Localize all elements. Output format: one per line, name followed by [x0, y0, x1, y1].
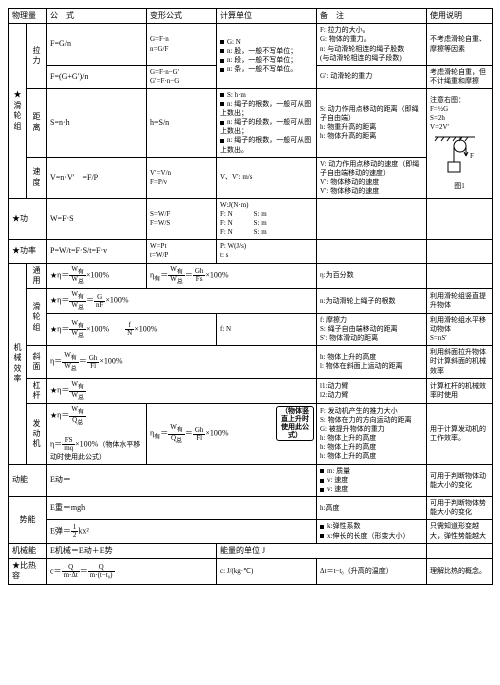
unit-speed: V、V′: m/s — [217, 157, 317, 198]
f2-eff-general: η有＝W有W总＝GhFs×100% — [147, 263, 317, 289]
label-potential: 势能 — [9, 497, 47, 543]
label-eff-general: 通用 — [27, 263, 47, 289]
note-eff-pulley1: n:为动滑轮上绳子的根数 — [317, 289, 427, 314]
use-eff-lever: 计算杠杆的机械效率时使用 — [427, 378, 493, 404]
note-grav: h:高度 — [317, 497, 427, 520]
header-row: 物理量 公 式 变形公式 计算单位 备 注 使用说明 — [9, 9, 493, 24]
note-eff-pulley2: f: 摩擦力 S: 绳子自由端移动的距离 S′: 物体滑动的距离 — [317, 314, 427, 346]
f-grav: E重＝mgh — [47, 497, 317, 520]
use-eff-pulley2: 利用滑轮组水平移动物体 S=nS′ — [427, 314, 493, 346]
physics-formula-table: 物理量 公 式 变形公式 计算单位 备 注 使用说明 ★滑轮组 拉力 F=G/n… — [8, 8, 493, 585]
var-pull1: G=F·n n=G/F — [147, 24, 217, 65]
note-heat: Δt＝t−t₀（升高的温度） — [317, 559, 427, 585]
pulley-diagram-icon: F — [430, 132, 478, 182]
label-speed: 速度 — [27, 157, 47, 198]
h-variant: 变形公式 — [147, 9, 217, 24]
f-kinetic: E动＝ — [47, 465, 317, 497]
f-work: W=F·S — [47, 198, 147, 239]
use-kinetic: 可用于判断物体动能大小的变化 — [427, 465, 493, 497]
f-power: P=W/t=F·S/t=F·v — [47, 240, 147, 263]
label-eff-incline: 斜面 — [27, 346, 47, 378]
label-mech: 机械能 — [9, 543, 47, 558]
note-eff-lever: l1:动力臂 l2:动力臂 — [317, 378, 427, 404]
note-pull2: G′: 动滑轮的重力 — [317, 65, 427, 88]
f-heat: c＝Qm·Δt＝Qm·(t−t₀) — [47, 559, 217, 585]
label-eff-engine: 发动机 — [27, 404, 47, 465]
note-dist: S: 动力作用点移动的距离（即绳子自由端） h: 物重升高的距离 h: 物体升高… — [317, 88, 427, 157]
f-pull2: F=(G+G′)/n — [47, 65, 147, 88]
f-eff-pulley2: η＝W有W总×100% fN×100% — [47, 314, 217, 346]
label-work: ★功 — [9, 198, 47, 239]
label-eff-lever: 杠杆 — [27, 378, 47, 404]
h-formula: 公 式 — [47, 9, 147, 24]
f-elastic: E弹＝12kx² — [47, 520, 317, 543]
f-speed: V=n·V′ =F/P — [47, 157, 147, 198]
use-heat: 理解比热的概念。 — [427, 559, 493, 585]
label-kinetic: 动能 — [9, 465, 47, 497]
use-pull1: 不考虑滑轮自重、摩擦等因素 — [427, 24, 493, 65]
h-note: 备 注 — [317, 9, 427, 24]
use-eff-incline: 利用斜面拉升物体时计算斜面的机械效率 — [427, 346, 493, 378]
f-eff-engine1: η＝W有Q总 η＝FSmq×100%（物体水平移动时使用此公式） — [47, 404, 147, 465]
note-speed: V: 动力作用点移动的速度（即绳子自由端移动的速度） V′: 物体移动的速度 V… — [317, 157, 427, 198]
callout-vertical: （物体竖直上升时使用此公式） — [276, 406, 314, 441]
var-dist: h=S/n — [147, 88, 217, 157]
unit-heat: c: J/(kg·℃) — [217, 559, 317, 585]
f-eff-engine2: η有＝W有Q总＝GhFl×100% （物体竖直上升时使用此公式） — [147, 404, 317, 465]
use-eff-engine: 用于计算发动机的工作效率。 — [427, 404, 493, 465]
label-heat: ★比热容 — [9, 559, 47, 585]
f-mech: E机械＝E动＋E势 — [47, 543, 217, 558]
use-elastic: 只需知道形变越大，弹性势能越大 — [427, 520, 493, 543]
note-eff-incline: h: 物体上升的高度 l: 物体在斜面上运动的距离 — [317, 346, 427, 378]
unit-pull: G: N n: 股，一般不写单位； n: 段，一般不写单位； n: 条，一般不写… — [217, 24, 317, 89]
f-eff-pulley1: η＝W有W总＝GnF×100% — [47, 289, 317, 314]
note-kinetic: m: 质量 v: 速度 v: 速度 — [317, 465, 427, 497]
unit-eff-pulley2: f: N — [217, 314, 317, 346]
f-dist: S=n·h — [47, 88, 147, 157]
svg-text:F: F — [470, 152, 474, 160]
unit-dist: S: h·m n: 绳子的根数，一般可从图上数出； n: 绳子的段数，一般可从图… — [217, 88, 317, 157]
var-work: S=W/F F=W/S — [147, 198, 217, 239]
use-grav: 可用于判断物体势能大小的变化 — [427, 497, 493, 520]
group-pulley: ★滑轮组 — [9, 24, 27, 199]
note-pull1: F: 拉力的大小。 G: 物体的重力。 n: 与动滑轮相连的绳子股数 (与动滑轮… — [317, 24, 427, 65]
note-eff-engine: F: 发动机产生的推力大小 S: 物体在力的方向运动的距离 G: 被提升物体的重… — [317, 404, 427, 465]
f-eff-lever: η＝W有W总 — [47, 378, 317, 404]
h-use: 使用说明 — [427, 9, 493, 24]
label-eff-pulley: 滑轮组 — [27, 289, 47, 346]
h-quantity: 物理量 — [9, 9, 47, 24]
figure-cell: 注意右图： F=½G S=2h V=2V′ F 图1 — [427, 88, 493, 198]
unit-mech: 能量的单位 J — [217, 543, 427, 558]
var-speed: V′=V/n F=P/v — [147, 157, 217, 198]
label-dist: 距离 — [27, 88, 47, 157]
note-eff-general: η:为百分数 — [317, 263, 427, 289]
group-eff: 机械效率 — [9, 263, 27, 464]
use-eff-pulley1: 利用滑轮组竖直提升物体 — [427, 289, 493, 314]
h-unit: 计算单位 — [217, 9, 317, 24]
var-pull2: G=F·n−G′ G′=F·n−G — [147, 65, 217, 88]
label-pull: 拉力 — [27, 24, 47, 89]
note-elastic: k:弹性系数 x:伸长的长度（形变大小） — [317, 520, 427, 543]
var-power: W=Pt t=W/P — [147, 240, 217, 263]
f-eff-general: η＝W有W总×100% — [47, 263, 147, 289]
unit-power: P: W(J/s) t: s — [217, 240, 317, 263]
f-pull1: F=G/n — [47, 24, 147, 65]
label-power: ★功率 — [9, 240, 47, 263]
f-eff-incline: η＝W有W总＝GhFl×100% — [47, 346, 317, 378]
use-pull2: 考虑滑轮自重，但不计绳重和摩擦 — [427, 65, 493, 88]
unit-work: W:J(N·m) F: N S: m F: N S: m F: N S: m — [217, 198, 317, 239]
